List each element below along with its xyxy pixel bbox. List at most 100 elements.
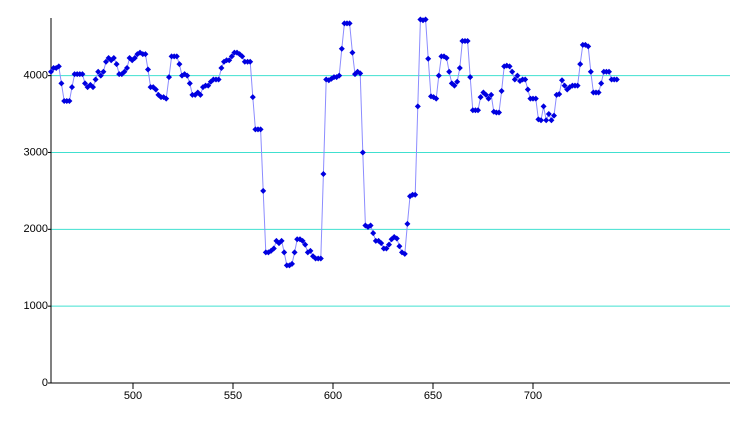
data-point (598, 80, 605, 87)
x-tick-label: 500 (124, 390, 142, 402)
data-point (58, 80, 65, 87)
data-point (522, 76, 529, 83)
data-point (247, 58, 254, 65)
data-point (97, 72, 104, 79)
data-point (488, 91, 495, 98)
data-point (218, 64, 225, 71)
data-point (270, 245, 277, 252)
data-point (110, 54, 117, 61)
data-point (414, 103, 421, 110)
data-point (613, 76, 620, 83)
data-point (412, 191, 419, 198)
data-point (467, 74, 474, 81)
data-point (435, 72, 442, 79)
y-tick-label: 2000 (24, 223, 48, 235)
data-point (176, 61, 183, 68)
data-point (446, 68, 453, 75)
data-point (425, 55, 432, 62)
data-point (509, 68, 516, 75)
data-point (173, 53, 180, 60)
data-point (577, 61, 584, 68)
data-point (92, 76, 99, 83)
data-point (152, 86, 159, 93)
data-point (370, 230, 377, 237)
x-tick-label: 550 (224, 390, 242, 402)
y-tick-label: 1000 (24, 300, 48, 312)
data-point (226, 57, 233, 64)
data-point (524, 86, 531, 93)
data-point (396, 243, 403, 250)
data-point (302, 241, 309, 248)
data-point (540, 103, 547, 110)
data-point (404, 220, 411, 227)
data-point (349, 49, 356, 56)
data-point (249, 94, 256, 101)
data-point (281, 249, 288, 256)
y-tick-label: 3000 (24, 146, 48, 158)
data-point (483, 91, 489, 98)
data-point (464, 38, 471, 45)
data-point (90, 84, 96, 91)
data-point (383, 245, 390, 252)
data-point (336, 72, 343, 79)
data-point (551, 112, 557, 119)
data-point (113, 61, 120, 68)
data-point (422, 16, 429, 23)
data-point (378, 240, 385, 247)
data-point (124, 64, 130, 71)
x-tick-label: 700 (524, 390, 542, 402)
data-point (48, 68, 54, 75)
data-point (401, 250, 408, 257)
data-point (496, 109, 502, 116)
data-point (239, 53, 246, 60)
data-point (532, 95, 539, 102)
x-tick-label: 600 (324, 390, 342, 402)
data-point (338, 45, 345, 52)
data-point (559, 77, 565, 84)
data-point (456, 64, 463, 71)
data-point (307, 247, 314, 254)
data-point (587, 68, 594, 75)
data-point (55, 63, 62, 70)
data-point (357, 70, 364, 77)
data-point (595, 89, 602, 96)
data-point (498, 88, 505, 94)
data-point (289, 260, 295, 267)
data-point (131, 54, 138, 61)
data-point (95, 68, 102, 75)
data-point (317, 255, 324, 262)
data-point (538, 117, 544, 124)
data-point (205, 82, 212, 89)
data-point (260, 187, 267, 194)
data-point (514, 72, 521, 79)
data-point (475, 107, 481, 114)
data-point (79, 71, 86, 78)
data-point (443, 54, 450, 61)
data-point (511, 76, 518, 83)
data-point (145, 66, 151, 73)
data-point (66, 97, 73, 104)
data-point (501, 63, 508, 70)
data-point (299, 237, 306, 244)
data-point (543, 117, 550, 124)
y-tick-label: 4000 (24, 70, 48, 82)
data-point (359, 149, 366, 156)
data-point (197, 91, 204, 98)
data-point (166, 74, 172, 81)
data-point (346, 20, 353, 27)
data-point (184, 72, 191, 79)
data-point (545, 111, 552, 118)
data-point (548, 117, 555, 124)
data-point (215, 76, 222, 83)
data-point (228, 53, 235, 60)
data-point (142, 51, 149, 58)
data-point (386, 241, 392, 248)
data-point (433, 95, 440, 102)
data-point (103, 58, 109, 65)
data-point (506, 63, 513, 70)
y-tick-label: 0 (42, 377, 48, 389)
data-point (257, 126, 264, 133)
data-point (585, 43, 592, 50)
data-point (574, 82, 581, 89)
